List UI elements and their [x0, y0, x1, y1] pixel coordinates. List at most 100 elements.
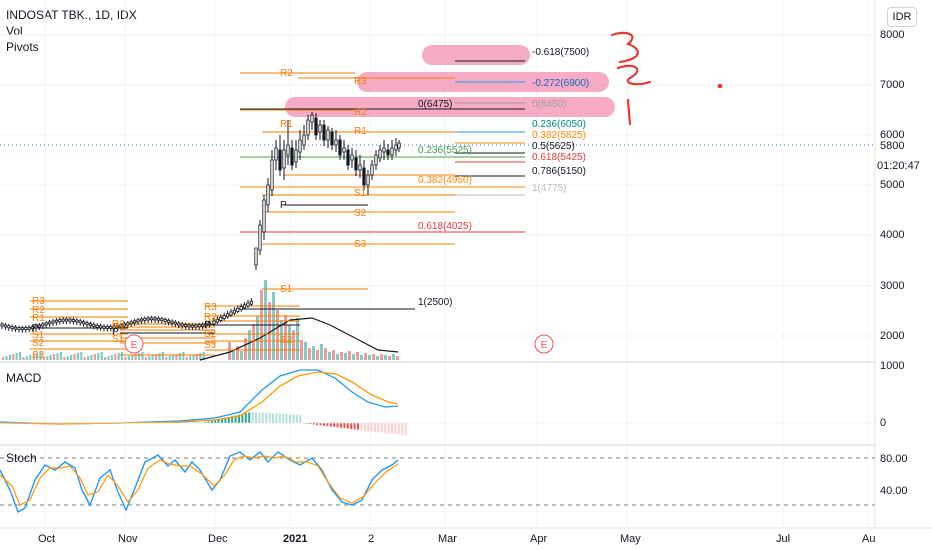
time-tick: May — [620, 533, 641, 545]
fib-label: 1(4775) — [532, 183, 566, 194]
candle-body — [215, 318, 219, 323]
candle-body — [112, 325, 116, 329]
candle-body — [318, 124, 322, 133]
volume-bar — [388, 356, 391, 360]
macd-bar — [387, 423, 390, 434]
candle-body — [34, 325, 38, 329]
candle-body — [105, 326, 109, 329]
volume-bar — [336, 354, 339, 360]
price-tick: 1000 — [880, 360, 904, 372]
candle-body — [177, 322, 181, 326]
pivots-study-label[interactable]: Pivots — [6, 40, 39, 54]
candle-body — [362, 167, 366, 186]
volume-bar — [161, 352, 164, 360]
volume-bar — [384, 355, 387, 360]
volume-bar — [268, 302, 271, 360]
candle-body — [225, 313, 230, 318]
candle-body — [27, 326, 31, 330]
volume-bar — [320, 344, 323, 360]
pivot-label: R3 — [204, 302, 217, 313]
fib-label: 0.786(5150) — [532, 166, 586, 177]
fib-label: 0.382(4950) — [418, 175, 472, 186]
candle-body — [239, 306, 243, 311]
volume-bar — [328, 352, 331, 360]
volume-bar — [124, 357, 127, 360]
candle-body — [13, 326, 18, 330]
macd-bar — [394, 423, 397, 435]
macd-bar — [227, 416, 230, 423]
volume-bar — [39, 352, 42, 360]
macd-bar — [224, 417, 227, 423]
pivot-label: R2 — [112, 322, 125, 333]
currency-button[interactable]: IDR — [887, 7, 917, 27]
price-tick: 8000 — [880, 29, 904, 41]
candle-body — [10, 326, 14, 329]
macd-bar — [360, 423, 363, 431]
candle-body — [294, 149, 298, 163]
volume-bar — [127, 356, 130, 360]
volume-bar — [151, 355, 154, 360]
earnings-marker-1[interactable]: E — [124, 334, 144, 354]
candle-body — [219, 316, 223, 321]
candle-body — [136, 319, 140, 323]
fib-label: 1(2500) — [418, 297, 452, 308]
handwritten-2-stroke — [616, 64, 652, 86]
volume-bar — [121, 352, 124, 360]
volume-bar — [272, 292, 275, 360]
candle-body — [88, 323, 92, 326]
macd-bar — [380, 423, 383, 433]
macd-bar — [221, 418, 223, 423]
candle-body — [132, 320, 137, 324]
fib-label: 0.618(5425) — [532, 152, 586, 163]
volume-bar — [29, 355, 32, 360]
pivot-label: R2 — [354, 107, 367, 118]
time-tick: 2021 — [283, 533, 307, 545]
volume-bar — [93, 354, 96, 360]
time-tick: Jul — [776, 533, 790, 545]
candle-body — [48, 321, 52, 325]
candle-body — [382, 147, 386, 153]
handwritten-3-stroke — [610, 31, 639, 64]
time-axis[interactable]: Oct Nov Dec 2021 2 Mar Apr May Jul Au — [38, 533, 875, 545]
candle-body — [354, 157, 358, 171]
candle-body — [330, 131, 334, 146]
candle-body — [122, 323, 126, 327]
macd-bar — [346, 423, 349, 429]
candle-body — [156, 317, 160, 321]
price-scale[interactable]: 8000 7000 6000 5000 4000 3000 2000 1000 — [880, 29, 904, 372]
volume-bar — [80, 352, 83, 360]
volume-bar — [53, 354, 56, 360]
volume-bar — [360, 355, 363, 360]
fib-label: 0.382(5825) — [532, 130, 586, 141]
stoch-title[interactable]: Stoch — [6, 451, 37, 465]
volume-bar — [172, 355, 175, 360]
symbol-title[interactable]: INDOSAT TBK., 1D, IDX — [6, 8, 137, 22]
earnings-marker-2[interactable]: E — [534, 334, 554, 354]
candle-body — [366, 174, 370, 186]
fib-label: 0(6450) — [532, 99, 566, 110]
macd-signal-line — [0, 371, 399, 425]
candle-body — [338, 139, 342, 156]
candle-body — [37, 324, 42, 328]
fib-label: 0(6475) — [418, 99, 452, 110]
volume-bar — [280, 320, 283, 360]
volume-bar — [396, 356, 399, 360]
macd-title[interactable]: MACD — [6, 371, 42, 385]
price-tick: 3000 — [880, 280, 904, 292]
macd-bar — [319, 423, 322, 426]
volume-bar — [117, 353, 120, 360]
macd-bar — [217, 419, 220, 423]
volume-bar — [70, 355, 73, 360]
volume-bar — [76, 353, 79, 360]
pivot-label: R2 — [280, 68, 293, 79]
macd-bar — [367, 423, 370, 432]
volume-bar — [56, 353, 59, 360]
volume-bar — [114, 354, 117, 360]
macd-bar — [231, 416, 234, 423]
candle-body — [242, 304, 247, 309]
candle-body — [298, 139, 302, 153]
macd-bar — [377, 423, 380, 433]
candle-body — [200, 323, 205, 327]
volume-bar — [90, 355, 93, 360]
